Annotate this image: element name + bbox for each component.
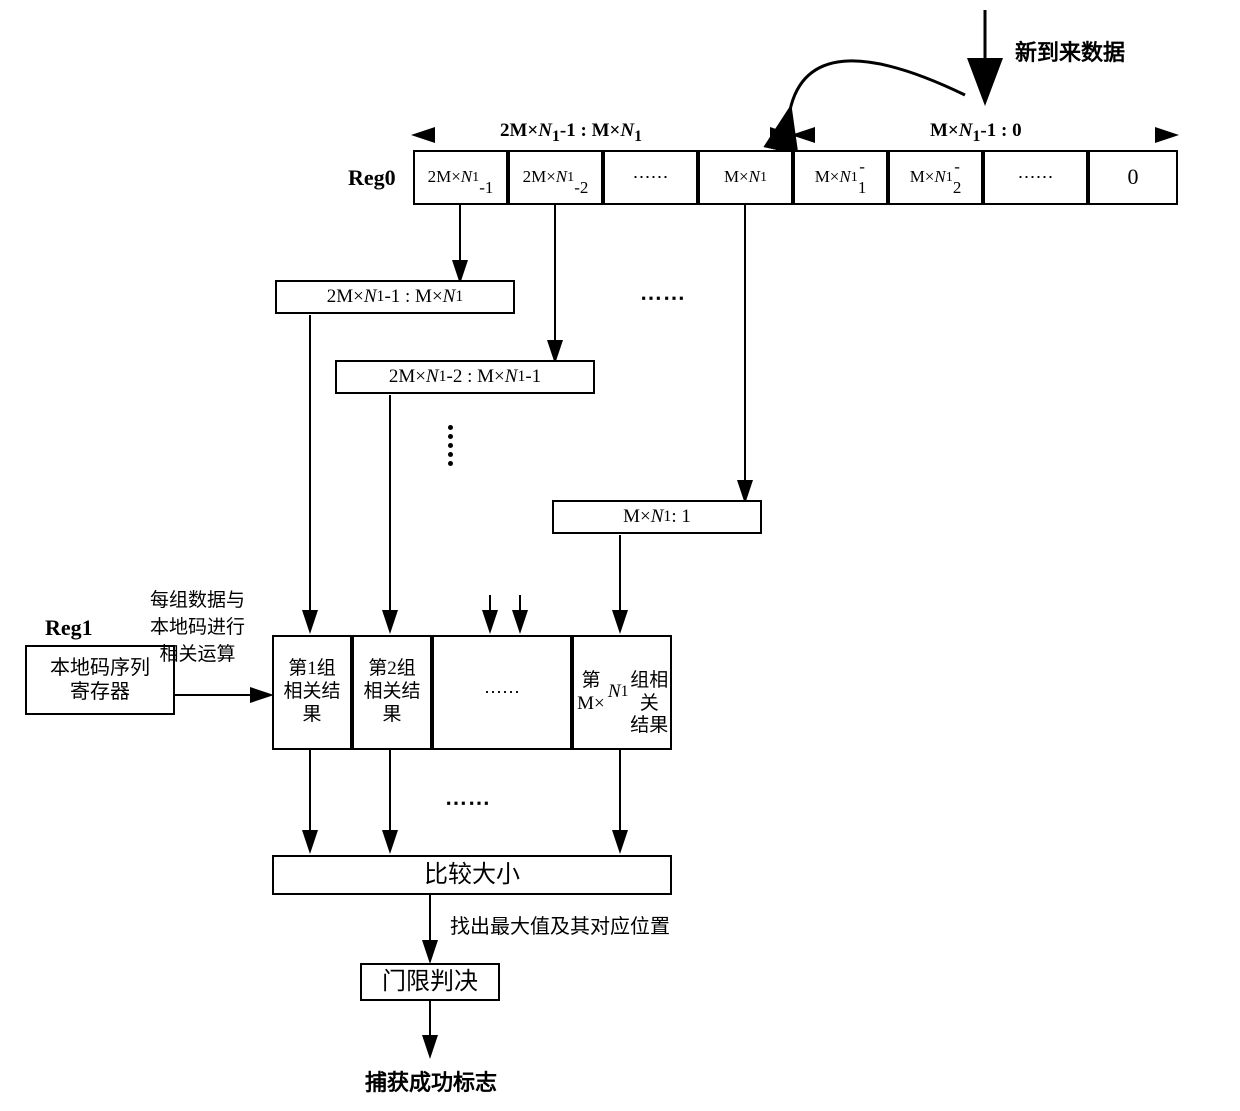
reg1-label: Reg1 — [45, 615, 93, 641]
reg0-cell-6: ⋯⋯ — [983, 150, 1088, 205]
reg0-cell-4: M×N1-1 — [793, 150, 888, 205]
dots-corr: ⋯⋯ — [445, 790, 491, 816]
find-max-label: 找出最大值及其对应位置 — [450, 910, 670, 939]
correlate-note: 每组数据与 本地码进行 相关运算 — [150, 585, 245, 666]
reg0-cell-2: ⋯⋯ — [603, 150, 698, 205]
corr-cell-dots: ⋯⋯ — [432, 635, 572, 750]
corr-cell-last: 第M×N1组相关结果 — [572, 635, 672, 750]
reg0-cell-5: M×N1-2 — [888, 150, 983, 205]
corr-cell-1: 第1组 相关结 果 — [272, 635, 352, 750]
slice-box-2: 2M×N1-2 : M×N1-1 — [335, 360, 595, 394]
reg0-cell-1: 2M×N1-2 — [508, 150, 603, 205]
compare-box: 比较大小 — [272, 855, 672, 895]
slice-box-last: M×N1 : 1 — [552, 500, 762, 534]
dots-top: ⋯⋯ — [640, 285, 686, 311]
slice-box-1: 2M×N1-1 : M×N1 — [275, 280, 515, 314]
reg0-cell-3: M×N1 — [698, 150, 793, 205]
reg0-label: Reg0 — [348, 165, 396, 191]
reg0-cell-7: 0 — [1088, 150, 1178, 205]
incoming-data-label: 新到来数据 — [1015, 35, 1125, 67]
corr-cell-2: 第2组 相关结 果 — [352, 635, 432, 750]
range-left-label: 2M×N1-1 : M×N1 — [500, 120, 642, 146]
vdots-slices — [448, 425, 453, 466]
range-right-label: M×N1-1 : 0 — [930, 120, 1022, 146]
success-flag-label: 捕获成功标志 — [365, 1065, 497, 1097]
reg0-cell-0: 2M×N1-1 — [413, 150, 508, 205]
threshold-box: 门限判决 — [360, 963, 500, 1001]
